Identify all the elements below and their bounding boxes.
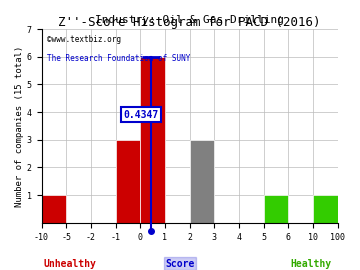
Bar	[116, 140, 140, 223]
Text: The Research Foundation of SUNY: The Research Foundation of SUNY	[48, 54, 191, 63]
Y-axis label: Number of companies (15 total): Number of companies (15 total)	[15, 45, 24, 207]
Text: Score: Score	[165, 259, 195, 269]
Text: Unhealthy: Unhealthy	[43, 259, 96, 269]
Text: 0.4347: 0.4347	[124, 110, 159, 120]
Text: ©www.textbiz.org: ©www.textbiz.org	[48, 35, 121, 44]
Bar	[189, 140, 214, 223]
Text: Healthy: Healthy	[290, 259, 331, 269]
Bar	[140, 57, 165, 223]
Bar	[313, 195, 338, 223]
Bar	[41, 195, 66, 223]
Title: Z''-Score Histogram for PACD (2016): Z''-Score Histogram for PACD (2016)	[58, 16, 321, 29]
Text: Industry: Oil & Gas Drilling: Industry: Oil & Gas Drilling	[95, 15, 284, 25]
Bar	[264, 195, 288, 223]
